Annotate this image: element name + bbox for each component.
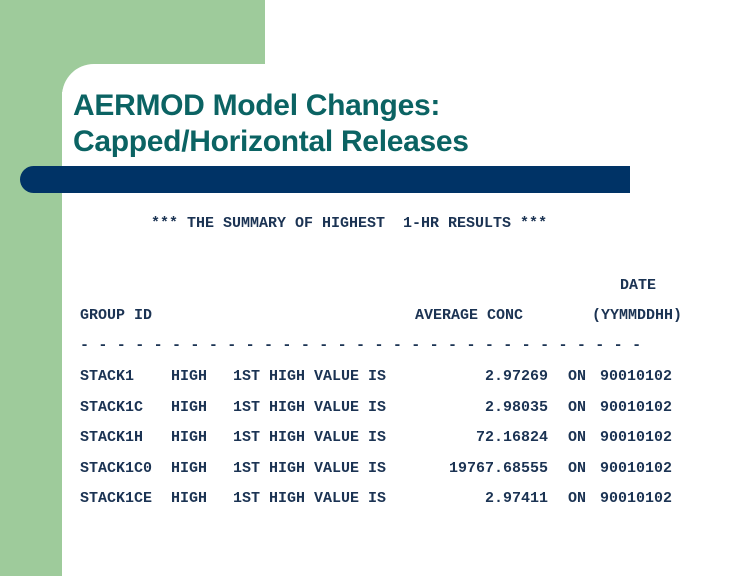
rank-label: 1ST HIGH VALUE IS [233, 490, 387, 507]
date-value: 90010102 [600, 429, 673, 446]
group-id: STACK1CE [80, 490, 153, 507]
on-label: ON [568, 429, 587, 446]
high-label: HIGH [171, 398, 208, 416]
average-conc-value: 2.98035 [484, 398, 548, 416]
green-decor-left [0, 0, 62, 576]
slide-title: AERMOD Model Changes: Capped/Horizontal … [73, 88, 469, 160]
group-id: STACK1C0 [80, 459, 153, 477]
high-label: HIGH [171, 459, 208, 477]
title-line-1: AERMOD Model Changes: [73, 89, 441, 122]
group-id: STACK1H [80, 429, 144, 446]
on-label: ON [568, 368, 587, 385]
average-conc-value: 2.97411 [484, 490, 548, 507]
separator-line: - - - - - - - - - - - - - - - - - - - - … [80, 337, 642, 354]
high-label: HIGH [171, 368, 208, 385]
date-value: 90010102 [600, 459, 673, 477]
on-label: ON [568, 398, 587, 416]
content-corner [62, 64, 282, 144]
on-label: ON [568, 490, 587, 507]
column-date-format: (YYMMDDHH) [592, 307, 683, 324]
average-conc-value: 2.97269 [484, 368, 548, 385]
rank-label: 1ST HIGH VALUE IS [233, 459, 387, 477]
column-group-id: GROUP ID [80, 307, 153, 324]
title-underline-bar [20, 166, 630, 193]
on-label: ON [568, 459, 587, 477]
group-id: STACK1C [80, 398, 144, 416]
date-value: 90010102 [600, 368, 673, 385]
summary-header: *** THE SUMMARY OF HIGHEST 1-HR RESULTS … [151, 215, 548, 232]
average-conc-value: 72.16824 [475, 429, 548, 446]
date-value: 90010102 [600, 398, 673, 416]
column-average-conc: AVERAGE CONC [415, 307, 524, 324]
high-label: HIGH [171, 429, 208, 446]
date-value: 90010102 [600, 490, 673, 507]
group-id: STACK1 [80, 368, 135, 385]
high-label: HIGH [171, 490, 208, 507]
rank-label: 1ST HIGH VALUE IS [233, 398, 387, 416]
title-line-2: Capped/Horizontal Releases [73, 125, 469, 158]
rank-label: 1ST HIGH VALUE IS [233, 429, 387, 446]
column-date: DATE [620, 277, 657, 294]
rank-label: 1ST HIGH VALUE IS [233, 368, 387, 385]
average-conc-value: 19767.68555 [448, 459, 548, 477]
